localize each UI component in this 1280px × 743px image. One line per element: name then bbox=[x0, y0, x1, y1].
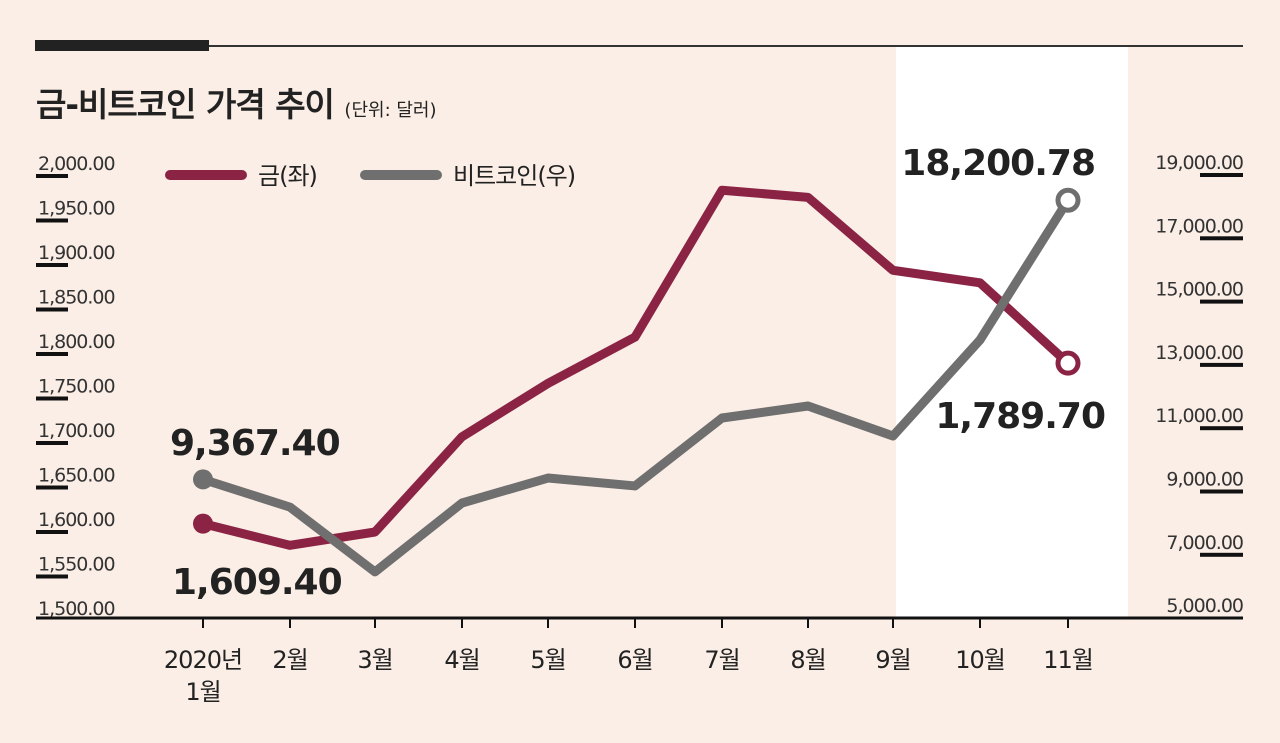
data-label: 18,200.78 bbox=[901, 143, 1095, 184]
highlight-band bbox=[896, 47, 1128, 617]
x-tick-label: 2020년 bbox=[164, 646, 242, 674]
right-tick-label: 5,000.00 bbox=[1166, 595, 1243, 617]
left-tick-label: 1,500.00 bbox=[38, 598, 115, 620]
data-label: 1,789.70 bbox=[935, 396, 1105, 437]
x-tick-label: 10월 bbox=[955, 646, 1005, 674]
x-tick-label: 4월 bbox=[444, 646, 479, 674]
left-tick bbox=[36, 396, 68, 401]
left-tick-label: 1,950.00 bbox=[38, 198, 115, 220]
left-tick bbox=[36, 307, 68, 312]
left-tick-label: 1,700.00 bbox=[38, 420, 115, 442]
left-tick-label: 1,550.00 bbox=[38, 554, 115, 576]
left-tick bbox=[36, 574, 68, 579]
x-tick-label: 8월 bbox=[790, 646, 825, 674]
right-tick bbox=[1200, 236, 1243, 241]
series-line-gold bbox=[201, 185, 1072, 550]
left-tick bbox=[36, 352, 68, 356]
left-tick bbox=[36, 263, 68, 267]
x-tick-label: 2월 bbox=[272, 646, 307, 674]
series-start-point bbox=[193, 469, 213, 490]
left-tick bbox=[36, 218, 68, 223]
x-tick-label: 6월 bbox=[617, 646, 652, 674]
data-label: 9,367.40 bbox=[170, 423, 340, 464]
right-tick bbox=[1200, 552, 1243, 557]
right-tick bbox=[1200, 299, 1243, 304]
x-tick-label: 11월 bbox=[1043, 646, 1093, 674]
right-tick bbox=[1200, 173, 1243, 177]
left-tick-label: 2,000.00 bbox=[38, 153, 115, 175]
left-tick-label: 1,900.00 bbox=[38, 242, 115, 264]
series-end-point bbox=[1055, 187, 1081, 213]
left-tick bbox=[36, 174, 68, 178]
left-tick bbox=[36, 530, 68, 534]
right-tick-label: 15,000.00 bbox=[1155, 279, 1243, 301]
title-text: 금-비트코인 가격 추이 bbox=[36, 85, 335, 124]
right-tick-label: 17,000.00 bbox=[1155, 215, 1243, 237]
right-tick-label: 13,000.00 bbox=[1155, 342, 1243, 364]
left-tick bbox=[36, 441, 68, 445]
left-tick bbox=[36, 485, 68, 490]
right-tick-label: 11,000.00 bbox=[1155, 405, 1243, 427]
x-tick-label: 9월 bbox=[875, 646, 910, 674]
right-tick-label: 19,000.00 bbox=[1155, 152, 1243, 174]
right-tick bbox=[1200, 362, 1243, 367]
left-tick-label: 1,650.00 bbox=[38, 465, 115, 487]
left-tick-label: 1,750.00 bbox=[38, 376, 115, 398]
right-tick-label: 7,000.00 bbox=[1166, 532, 1243, 554]
top-rule-accent bbox=[35, 40, 209, 51]
left-tick-label: 1,850.00 bbox=[38, 287, 115, 309]
x-tick-label: 7월 bbox=[704, 646, 739, 674]
right-tick bbox=[1200, 489, 1243, 494]
left-tick-label: 1,800.00 bbox=[38, 331, 115, 353]
unit-note: (단위: 달러) bbox=[344, 100, 437, 121]
chart-title: 금-비트코인 가격 추이 (단위: 달러) bbox=[36, 78, 437, 126]
series-end-point bbox=[1055, 350, 1081, 376]
right-tick bbox=[1200, 426, 1243, 431]
legend-label: 금(좌) bbox=[258, 162, 317, 190]
x-tick-label: 1월 bbox=[185, 678, 220, 706]
left-tick-label: 1,600.00 bbox=[38, 509, 115, 531]
x-tick-label: 3월 bbox=[357, 646, 392, 674]
series-line-bitcoin bbox=[201, 197, 1072, 577]
series-start-point bbox=[193, 513, 213, 534]
legend-label: 비트코인(우) bbox=[453, 162, 575, 190]
right-tick-label: 9,000.00 bbox=[1166, 469, 1243, 491]
data-label: 1,609.40 bbox=[172, 562, 342, 603]
x-tick-label: 5월 bbox=[530, 646, 565, 674]
